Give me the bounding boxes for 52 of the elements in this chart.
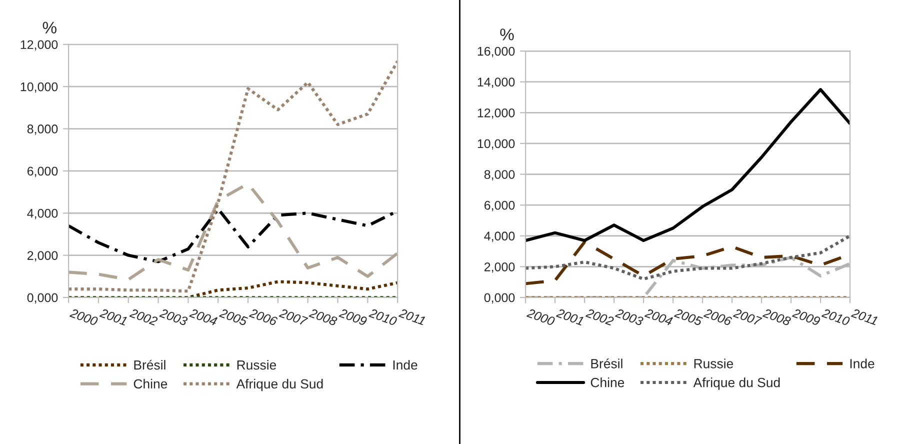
x-tick-label: 2006 [703, 308, 733, 326]
y-tick-label: 10,000 [478, 139, 515, 150]
y-tick-label: 6,000 [27, 166, 58, 178]
y-axis-title: % [500, 28, 514, 40]
x-tick-label: 2008 [308, 308, 338, 326]
legend-label: Inde [850, 358, 874, 368]
y-tick-label: 6,000 [484, 200, 515, 212]
legend-label: Afrique du Sud [236, 378, 323, 392]
x-tick-label: 2004 [188, 308, 218, 326]
x-tick-label: 2000 [526, 308, 556, 326]
legend-label: Chine [590, 378, 624, 388]
y-tick-label: 0,000 [484, 293, 515, 304]
x-tick-label: 2001 [99, 308, 128, 326]
x-tick-label: 2011 [850, 308, 878, 326]
y-tick-label: 2,000 [484, 262, 515, 273]
x-tick-label: 2003 [159, 308, 188, 326]
y-axis-title: % [42, 22, 56, 34]
x-tick-label: 2010 [368, 308, 398, 326]
x-tick-label: 2004 [644, 308, 674, 326]
y-tick-label: 0,000 [27, 293, 58, 304]
x-tick-label: 2009 [338, 308, 368, 326]
legend-label: Russie [237, 360, 276, 370]
y-tick-label: 2,000 [27, 251, 58, 262]
x-tick-label: 2007 [278, 308, 308, 326]
x-tick-label: 2009 [792, 308, 821, 326]
y-tick-label: 14,000 [478, 78, 515, 88]
x-tick-label: 2011 [398, 308, 426, 326]
legend-label: Afrique du Sud [693, 378, 780, 390]
x-tick-label: 2000 [69, 308, 98, 326]
y-tick-label: 12,000 [478, 108, 515, 119]
x-tick-label: 2002 [585, 308, 614, 326]
y-tick-label: 4,000 [27, 208, 58, 220]
legend-label: Chine [134, 378, 168, 389]
y-tick-label: 8,000 [484, 170, 515, 180]
x-tick-label: 2010 [821, 308, 850, 326]
x-tick-label: 2005 [218, 308, 248, 326]
legend-label: Brésil [134, 360, 166, 370]
y-tick-label: 12,000 [20, 40, 58, 51]
x-tick-label: 2003 [614, 308, 644, 326]
x-tick-label: 2001 [556, 308, 584, 326]
x-tick-label: 2006 [248, 308, 278, 326]
legend-label: Inde [393, 360, 418, 370]
x-tick-label: 2005 [674, 308, 704, 326]
x-tick-label: 2008 [762, 308, 792, 326]
y-tick-label: 16,000 [478, 46, 515, 58]
x-tick-label: 2007 [732, 308, 762, 326]
legend-label: Russie [694, 358, 734, 368]
y-tick-label: 8,000 [27, 124, 58, 135]
y-tick-label: 4,000 [484, 232, 515, 242]
legend-label: Brésil [591, 358, 622, 368]
x-tick-label: 2002 [129, 308, 158, 326]
y-tick-label: 10,000 [20, 82, 58, 93]
